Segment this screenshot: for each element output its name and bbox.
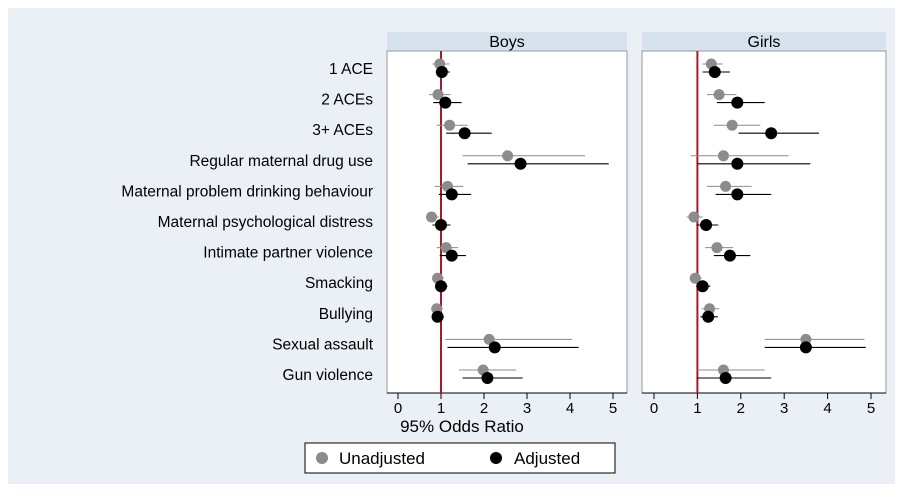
adjusted-point (445, 188, 458, 201)
x-tick-label: 2 (480, 400, 488, 417)
panel-boys-strip (387, 32, 627, 51)
adjusted-point (702, 310, 715, 323)
unadjusted-point (432, 89, 444, 101)
x-tick-label: 1 (437, 400, 445, 417)
adjusted-point (799, 341, 812, 354)
unadjusted-point (726, 119, 738, 131)
adjusted-point (731, 157, 744, 170)
unadjusted-point (426, 211, 438, 223)
panel-boys: Boys 0 1 2 3 4 5 (386, 32, 628, 417)
adjusted-point (514, 157, 527, 170)
unadjusted-point (689, 272, 701, 284)
category-label: Sexual assault (272, 336, 374, 353)
adjusted-point (481, 372, 494, 384)
adjusted-point (765, 127, 778, 140)
x-tick-label: 4 (566, 400, 574, 417)
adjusted-point (435, 66, 448, 78)
legend-box (304, 442, 616, 474)
adjusted-point (700, 219, 713, 231)
category-label: Regular maternal drug use (189, 153, 373, 170)
category-label: Maternal problem drinking behaviour (121, 183, 373, 200)
adjusted-point (708, 66, 721, 78)
x-tick-label: 3 (523, 400, 531, 417)
adjusted-point (458, 127, 471, 140)
adjusted-point (696, 280, 709, 293)
x-tick-label: 0 (394, 400, 402, 417)
legend-adjusted-label: Adjusted (514, 449, 580, 468)
adjusted-point (435, 280, 447, 293)
unadjusted-point (713, 89, 725, 101)
panel-girls-marks: 0 1 2 3 4 5 (650, 51, 875, 417)
x-tick-label: 0 (650, 400, 658, 417)
adjusted-point (731, 96, 744, 109)
unadjusted-point (720, 180, 732, 192)
unadjusted-point (502, 150, 514, 162)
adjusted-point (731, 188, 744, 201)
category-labels: 1 ACE 2 ACEs 3+ ACEs Regular maternal drug … (121, 61, 373, 384)
x-tick-label: 2 (737, 400, 745, 417)
x-tick-label: 5 (867, 400, 875, 417)
category-label: Intimate partner violence (203, 245, 373, 262)
adjusted-point (431, 310, 444, 323)
legend-unadjusted-marker (316, 452, 328, 464)
legend-unadjusted-label: Unadjusted (339, 449, 425, 468)
category-label: Gun violence (283, 367, 373, 384)
adjusted-point (439, 96, 452, 109)
x-tick-label: 1 (693, 400, 701, 417)
panel-girls-title: Girls (748, 34, 781, 51)
panel-boys-area (386, 50, 628, 394)
adjusted-point (719, 372, 732, 384)
x-tick-label: 3 (780, 400, 788, 417)
panel-girls-strip (642, 32, 886, 51)
panel-girls-area (641, 50, 887, 394)
category-label: 3+ ACEs (312, 122, 373, 139)
legend-adjusted-marker (490, 452, 502, 464)
category-label: Bullying (319, 306, 373, 323)
legend: Unadjusted Adjusted (304, 442, 616, 474)
panel-girls: Girls 0 1 2 3 4 5 (641, 32, 887, 417)
adjusted-point (488, 341, 501, 354)
adjusted-point (723, 249, 736, 262)
unadjusted-point (444, 119, 456, 131)
panel-boys-marks: 0 1 2 3 4 5 (394, 51, 617, 417)
category-label: Smacking (305, 275, 373, 292)
category-label: 1 ACE (329, 61, 373, 78)
category-label: 2 ACEs (321, 92, 373, 109)
x-axis-label: 95% Odds Ratio (400, 417, 524, 436)
x-tick-label: 5 (609, 400, 617, 417)
adjusted-point (445, 249, 458, 262)
unadjusted-point (717, 150, 729, 162)
unadjusted-point (711, 242, 723, 254)
category-label: Maternal psychological distress (158, 214, 374, 231)
adjusted-point (435, 219, 447, 231)
unadjusted-point (688, 211, 700, 223)
panel-boys-title: Boys (489, 34, 525, 51)
x-tick-label: 4 (823, 400, 831, 417)
